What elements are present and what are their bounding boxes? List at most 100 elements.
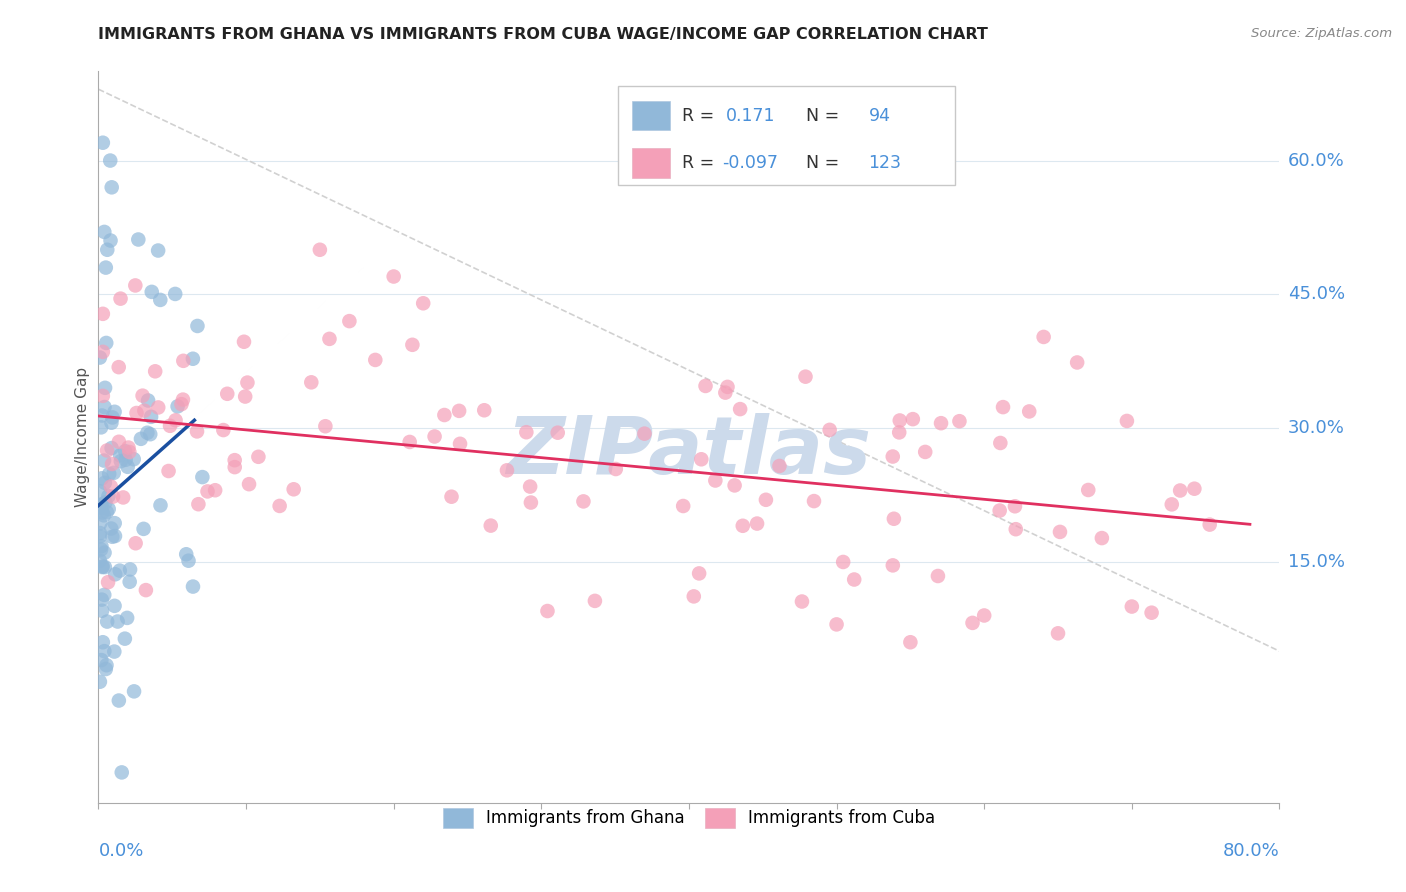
Point (633, 426, 655, 441)
Point (1182, 482, 1205, 496)
Point (1077, 483, 1099, 497)
Point (973, 608, 995, 623)
Point (90, 501, 112, 516)
Y-axis label: Wage/Income Gap: Wage/Income Gap (75, 367, 90, 508)
Point (143, 364, 166, 378)
Point (177, 554, 200, 568)
Point (89, 554, 111, 568)
Point (318, 332, 340, 346)
Point (97, 575, 120, 590)
Point (89, 674, 111, 689)
Point (117, 441, 139, 455)
Point (111, 765, 134, 780)
Point (172, 354, 194, 368)
Point (96, 615, 118, 629)
Point (181, 580, 204, 594)
Point (166, 400, 188, 414)
Point (233, 334, 256, 349)
Point (412, 296, 434, 310)
FancyBboxPatch shape (619, 86, 955, 185)
Point (104, 529, 127, 543)
Point (382, 269, 405, 284)
Point (120, 562, 142, 576)
Point (139, 409, 162, 424)
Point (520, 495, 543, 509)
Point (117, 459, 139, 474)
Point (690, 452, 713, 467)
Point (93, 644, 115, 658)
Bar (633, 101, 671, 130)
Point (186, 425, 208, 439)
Point (883, 512, 905, 526)
Point (91, 344, 114, 359)
Point (100, 234, 122, 248)
Text: 15.0%: 15.0% (1288, 553, 1344, 571)
Point (93, 453, 115, 467)
Point (89, 499, 111, 513)
Point (148, 401, 170, 415)
Point (1046, 626, 1070, 640)
Point (165, 413, 187, 427)
Point (197, 484, 219, 499)
Point (91, 559, 114, 574)
Point (496, 463, 519, 477)
Point (988, 503, 1011, 517)
Point (149, 499, 172, 513)
Point (825, 617, 848, 632)
Point (165, 287, 187, 301)
Text: 60.0%: 60.0% (1288, 152, 1344, 169)
Point (101, 530, 124, 544)
Point (89, 516, 111, 531)
Text: R =: R = (682, 154, 714, 172)
Point (94, 260, 117, 275)
Point (115, 611, 138, 625)
Point (94, 495, 117, 509)
Point (832, 555, 855, 569)
Point (89, 498, 111, 512)
Point (129, 432, 152, 446)
Point (90, 592, 112, 607)
Point (90, 539, 112, 553)
Point (96, 335, 118, 350)
Point (89, 526, 111, 541)
Point (1066, 355, 1088, 369)
Point (96, 505, 118, 519)
Point (108, 434, 131, 449)
Point (731, 518, 754, 533)
Point (112, 491, 135, 505)
Point (96, 443, 118, 458)
Point (94, 475, 117, 490)
Point (882, 450, 904, 464)
Point (536, 604, 558, 618)
Text: N =: N = (806, 154, 839, 172)
Text: 0.0%: 0.0% (98, 842, 143, 860)
Point (132, 522, 155, 536)
Point (695, 379, 717, 393)
Point (94, 560, 117, 574)
Text: 80.0%: 80.0% (1223, 842, 1279, 860)
Point (745, 516, 768, 531)
Point (682, 590, 704, 604)
Point (1032, 330, 1054, 344)
Point (440, 490, 463, 504)
Point (1115, 414, 1137, 428)
Point (118, 574, 141, 589)
Point (1004, 522, 1026, 536)
Point (186, 318, 208, 333)
Point (103, 599, 125, 613)
Point (114, 444, 136, 458)
Point (181, 351, 204, 366)
Point (988, 436, 1011, 450)
Point (110, 454, 132, 468)
Point (1168, 483, 1191, 498)
Point (948, 414, 970, 428)
Point (583, 594, 606, 608)
Point (449, 404, 471, 418)
Point (100, 479, 122, 493)
Text: -0.097: -0.097 (723, 154, 779, 172)
Point (172, 392, 194, 407)
Point (136, 393, 159, 408)
Point (547, 425, 569, 440)
Point (136, 425, 159, 440)
Text: Source: ZipAtlas.com: Source: ZipAtlas.com (1251, 27, 1392, 40)
